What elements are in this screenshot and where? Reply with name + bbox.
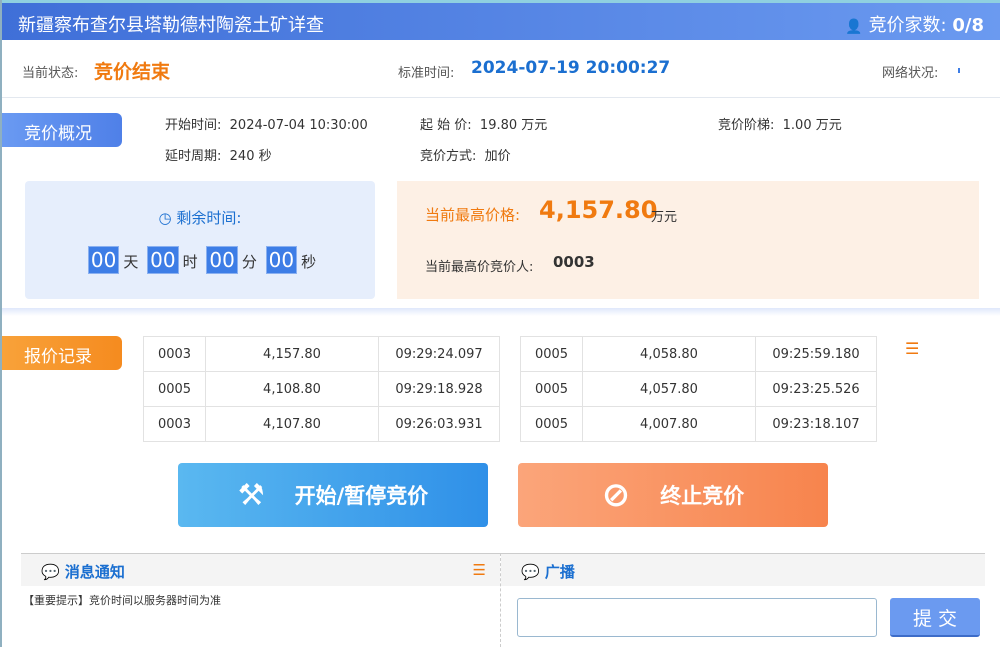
start-value: 2024-07-04 10:30:00 xyxy=(229,118,368,133)
record-time: 09:29:18.928 xyxy=(378,371,500,407)
chat-icon: 💬 xyxy=(521,563,540,581)
records-tag: 报价记录 xyxy=(2,336,122,370)
record-row: 0005 4,007.80 09:23:18.107 xyxy=(520,406,877,442)
broadcast-input[interactable] xyxy=(517,598,877,637)
record-time: 09:23:18.107 xyxy=(755,406,877,442)
record-row: 0003 4,157.80 09:29:24.097 xyxy=(143,336,500,372)
message-item: 【重要提示】竞价时间以服务器时间为准 xyxy=(23,594,221,607)
record-price: 4,108.80 xyxy=(205,371,379,407)
record-time: 09:23:25.526 xyxy=(755,371,877,407)
record-row: 0005 4,058.80 09:25:59.180 xyxy=(520,336,877,372)
network-label: 网络状况: xyxy=(882,66,939,81)
records-table-right: 0005 4,058.80 09:25:59.180 0005 4,057.80 09:2… xyxy=(520,336,877,442)
time-value: 2024-07-19 20:00:27 xyxy=(471,58,671,78)
record-bidder: 0005 xyxy=(520,406,583,442)
record-price: 4,057.80 xyxy=(582,371,756,407)
record-price: 4,007.80 xyxy=(582,406,756,442)
price-value: 4,157.80 xyxy=(539,196,658,224)
broadcast-panel: 💬 广播 提 交 xyxy=(501,553,985,647)
clock-icon: ◷ xyxy=(158,209,172,227)
status-bar: 当前状态: 竞价结束 标准时间: 2024-07-19 20:00:27 网络状… xyxy=(2,40,1000,98)
delay-value: 240 秒 xyxy=(229,149,272,164)
messages-list-icon[interactable]: ☰ xyxy=(472,561,486,579)
messages-panel: 💬 消息通知 ☰ 【重要提示】竞价时间以服务器时间为准 xyxy=(21,553,501,647)
record-bidder: 0005 xyxy=(520,371,583,407)
page-title: 新疆察布查尔县塔勒德村陶瓷土矿详查 xyxy=(18,15,324,36)
bidder-value: 0003 xyxy=(553,253,595,271)
title-bar: 新疆察布查尔县塔勒德村陶瓷土矿详查 👤 竞价家数: 0/8 xyxy=(2,0,1000,40)
hours: 00 xyxy=(147,246,179,274)
hours-unit: 时 xyxy=(182,253,198,271)
record-time: 09:29:24.097 xyxy=(378,336,500,372)
stop-button[interactable]: ⊘ 终止竞价 xyxy=(518,463,828,527)
record-time: 09:26:03.931 xyxy=(378,406,500,442)
record-bidder: 0003 xyxy=(143,336,206,372)
messages-header: 💬 消息通知 ☰ xyxy=(21,554,500,586)
overview-tag: 竞价概况 xyxy=(2,113,122,147)
price-label: 当前最高价格: xyxy=(425,206,521,224)
record-price: 4,157.80 xyxy=(205,336,379,372)
record-price: 4,107.80 xyxy=(205,406,379,442)
seconds-unit: 秒 xyxy=(301,253,317,271)
step-value: 1.00 万元 xyxy=(782,118,842,133)
record-row: 0005 4,057.80 09:23:25.526 xyxy=(520,371,877,407)
bidder-label: 当前最高价竞价人: xyxy=(425,260,534,275)
ban-icon: ⊘ xyxy=(601,475,631,515)
price-unit: 万元 xyxy=(651,210,678,225)
days: 00 xyxy=(87,246,120,274)
record-time: 09:25:59.180 xyxy=(755,336,877,372)
minutes: 00 xyxy=(206,246,238,274)
countdown-panel: ◷ 剩余时间: 00 天 00 时 00 分 00 秒 xyxy=(25,181,375,299)
record-bidder: 0003 xyxy=(143,406,206,442)
records-list-icon[interactable]: ☰ xyxy=(905,339,920,358)
start-pause-button[interactable]: ⚒ 开始/暂停竞价 xyxy=(178,463,488,527)
broadcast-header: 💬 广播 xyxy=(501,554,985,586)
time-label: 标准时间: xyxy=(398,66,455,81)
state-label: 当前状态: xyxy=(22,66,79,81)
mode-value: 加价 xyxy=(484,149,511,164)
divider xyxy=(2,308,1000,316)
chat-icon: 💬 xyxy=(41,563,60,581)
delay-label: 延时周期: xyxy=(165,149,222,164)
records-table-left: 0003 4,157.80 09:29:24.097 0005 4,108.80 09:2… xyxy=(143,336,500,442)
state-value: 竞价结束 xyxy=(94,61,171,83)
countdown-label: 剩余时间: xyxy=(176,209,242,227)
mode-label: 竞价方式: xyxy=(420,149,477,164)
record-row: 0005 4,108.80 09:29:18.928 xyxy=(143,371,500,407)
record-row: 0003 4,107.80 09:26:03.931 xyxy=(143,406,500,442)
record-price: 4,058.80 xyxy=(582,336,756,372)
network-signal-icon xyxy=(958,68,960,73)
seconds: 00 xyxy=(265,246,298,274)
bidder-count: 👤 竞价家数: 0/8 xyxy=(845,15,984,36)
step-label: 竞价阶梯: xyxy=(718,118,775,133)
gavel-icon: ⚒ xyxy=(237,477,265,513)
days-unit: 天 xyxy=(123,253,139,271)
start-price-label: 起 始 价: xyxy=(420,118,472,133)
submit-button[interactable]: 提 交 xyxy=(890,598,980,637)
highest-price-panel: 当前最高价格: 4,157.80 万元 当前最高价竞价人: 0003 xyxy=(397,181,979,299)
record-bidder: 0005 xyxy=(143,371,206,407)
start-price-value: 19.80 万元 xyxy=(479,118,548,133)
record-bidder: 0005 xyxy=(520,336,583,372)
minutes-unit: 分 xyxy=(241,253,257,271)
start-label: 开始时间: xyxy=(165,118,222,133)
users-icon: 👤 xyxy=(845,19,863,35)
